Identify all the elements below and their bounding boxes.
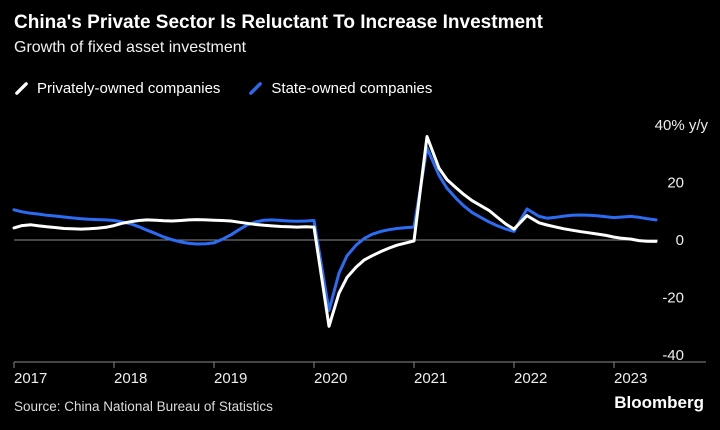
- private-line-swatch-icon: [15, 82, 28, 95]
- svg-text:2019: 2019: [214, 370, 247, 387]
- svg-text:-40: -40: [662, 347, 684, 364]
- svg-text:2022: 2022: [514, 370, 547, 387]
- svg-text:2018: 2018: [114, 370, 147, 387]
- svg-text:2023: 2023: [614, 370, 647, 387]
- legend-item-private: Privately-owned companies: [14, 80, 220, 97]
- bloomberg-logo: Bloomberg: [614, 393, 704, 412]
- chart-title: China's Private Sector Is Reluctant To I…: [14, 12, 543, 33]
- svg-text:2020: 2020: [314, 370, 347, 387]
- svg-text:40% y/y: 40% y/y: [655, 117, 709, 134]
- investment-growth-chart: 2017 2018 2019 2020 2021 2022 2023 40% y/y 20 0 -2…: [12, 117, 709, 387]
- svg-text:2017: 2017: [14, 370, 47, 387]
- svg-text:20: 20: [667, 175, 684, 192]
- svg-text:2021: 2021: [414, 370, 447, 387]
- legend: Privately-owned companies State-owned co…: [14, 80, 432, 97]
- legend-label-state: State-owned companies: [271, 80, 433, 97]
- legend-label-private: Privately-owned companies: [37, 80, 221, 97]
- chart-subtitle: Growth of fixed asset investment: [14, 39, 247, 56]
- svg-text:-20: -20: [662, 290, 684, 307]
- legend-item-state: State-owned companies: [248, 80, 432, 97]
- state-line-swatch-icon: [249, 82, 263, 95]
- source-note: Source: China National Bureau of Statist…: [14, 399, 273, 414]
- svg-text:0: 0: [676, 232, 684, 249]
